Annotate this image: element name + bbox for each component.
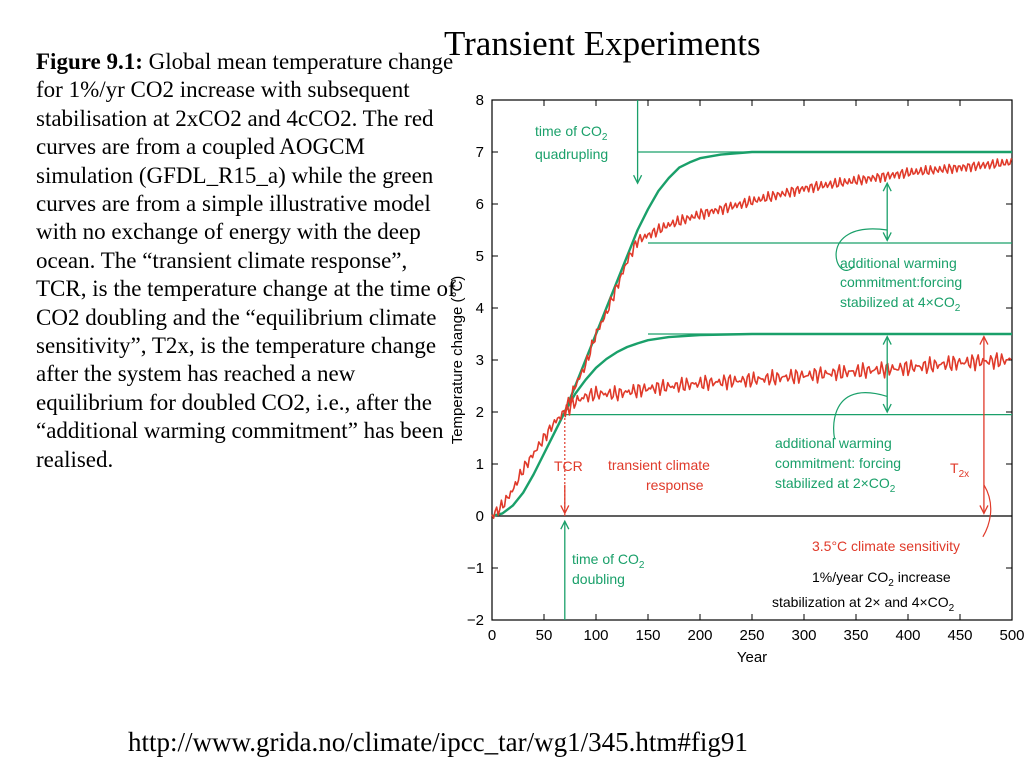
leader-4x <box>835 228 888 271</box>
x-tick-label: 250 <box>739 627 764 644</box>
x-tick-label: 500 <box>999 627 1024 644</box>
series-line <box>491 150 1012 518</box>
series-line <box>563 332 1012 413</box>
x-tick-label: 100 <box>583 627 608 644</box>
annotation-transient-line1: transient climate <box>608 457 710 473</box>
series-line <box>564 352 1012 416</box>
y-tick-label: 2 <box>476 404 484 421</box>
commitment-2x-arrow-head <box>882 335 892 345</box>
x-tick-label: 450 <box>947 627 972 644</box>
doubling-arrow-head <box>560 519 570 530</box>
x-tick-label: 0 <box>488 627 496 644</box>
slide-title: Transient Experiments <box>444 24 761 63</box>
commitment-4x-arrow-tail <box>882 232 892 242</box>
x-tick-label: 150 <box>635 627 660 644</box>
annotation-4x-line3: stabilized at 4×CO2 <box>840 294 961 314</box>
annotation-doubling-line2: doubling <box>572 571 625 587</box>
x-tick-label: 400 <box>895 627 920 644</box>
y-tick-label: 8 <box>476 92 484 109</box>
y-tick-label: 3 <box>476 352 484 369</box>
x-tick-label: 350 <box>843 627 868 644</box>
commitment-2x-arrow-tail <box>882 403 892 414</box>
caption-text: Global mean temperature change for 1%/yr… <box>36 49 456 472</box>
x-tick-label: 50 <box>536 627 553 644</box>
y-tick-label: −2 <box>467 612 484 629</box>
annotation-quadrupling-line1: time of CO2 <box>535 123 608 143</box>
quadrupling-arrow-head <box>633 174 643 185</box>
annotation-arrows <box>560 100 992 620</box>
annotation-2x-line3: stabilized at 2×CO2 <box>775 475 896 495</box>
x-tick-label: 200 <box>687 627 712 644</box>
annotation-tcr: TCR <box>554 458 583 474</box>
x-axis-label: Year <box>737 649 767 666</box>
annotation-2x-line2: commitment: forcing <box>775 455 901 471</box>
y-tick-label: 0 <box>476 508 484 525</box>
annotation-texts: time of CO2 quadrupling additional warmi… <box>535 123 969 614</box>
data-series <box>491 150 1013 520</box>
chart-axes: 0 50 100 150 200 250 300 350 400 450 500 −2 −1 0 1 2 3 4 5… <box>449 92 1024 666</box>
leader-sensitivity <box>982 484 992 538</box>
y-tick-label: 1 <box>476 456 484 473</box>
series-line <box>491 158 1013 520</box>
tcr-arrow-head <box>560 505 570 515</box>
figure-caption: Figure 9.1: Global mean temperature chan… <box>36 48 456 474</box>
annotation-4x-line2: commitment:forcing <box>840 274 962 290</box>
annotation-doubling-line1: time of CO2 <box>572 551 645 571</box>
y-tick-label: 7 <box>476 144 484 161</box>
y-tick-label: −1 <box>467 560 484 577</box>
x-tick-label: 300 <box>791 627 816 644</box>
source-url: http://www.grida.no/climate/ipcc_tar/wg1… <box>128 727 748 757</box>
y-tick-label: 5 <box>476 248 484 265</box>
temperature-chart: 0 50 100 150 200 250 300 350 400 450 500 −2 −1 0 1 2 3 4 5… <box>449 92 1024 666</box>
annotation-4x-line1: additional warming <box>840 255 957 271</box>
annotation-2x-line1: additional warming <box>775 435 892 451</box>
caption-figure-number: Figure 9.1: <box>36 49 143 74</box>
annotation-transient-line2: response <box>646 477 704 493</box>
annotation-climate-sensitivity: 3.5°C climate sensitivity <box>812 538 960 554</box>
annotation-quadrupling-line2: quadrupling <box>535 146 608 162</box>
annotation-t2x: T2x <box>950 460 969 480</box>
annotation-scenario-line2: stabilization at 2× and 4×CO2 <box>772 594 955 614</box>
t2x-arrow-tail <box>979 505 989 515</box>
y-tick-label: 4 <box>476 300 484 317</box>
commitment-4x-arrow-head <box>882 181 892 192</box>
t2x-arrow-head <box>979 335 989 345</box>
y-tick-label: 6 <box>476 196 484 213</box>
leader-2x <box>833 392 888 440</box>
annotation-scenario-line1: 1%/year CO2 increase <box>812 569 951 589</box>
y-axis-label: Temperature change (°C) <box>449 276 466 445</box>
